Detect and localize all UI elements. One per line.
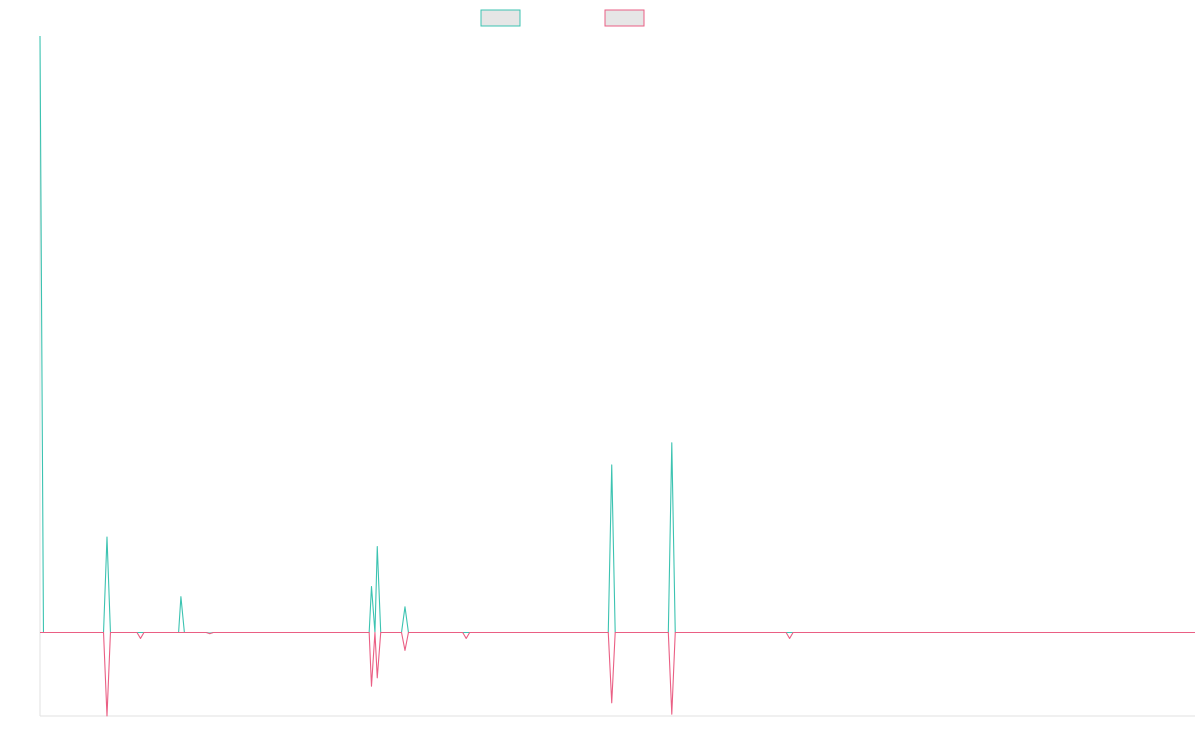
series-2-line — [40, 631, 1195, 717]
plot-area — [39, 35, 1195, 717]
legend-swatch-2 — [604, 9, 645, 27]
legend — [480, 9, 645, 27]
legend-swatch-1 — [480, 9, 521, 27]
axes — [39, 36, 1195, 717]
series-1-line — [39, 35, 1195, 634]
